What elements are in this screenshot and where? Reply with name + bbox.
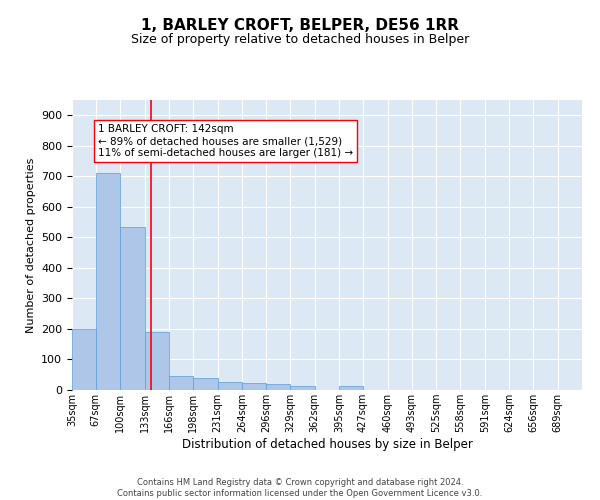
Bar xyxy=(339,386,363,390)
Bar xyxy=(193,378,218,390)
Text: 1 BARLEY CROFT: 142sqm
← 89% of detached houses are smaller (1,529)
11% of semi-: 1 BARLEY CROFT: 142sqm ← 89% of detached… xyxy=(98,124,353,158)
Text: Contains HM Land Registry data © Crown copyright and database right 2024.
Contai: Contains HM Land Registry data © Crown c… xyxy=(118,478,482,498)
Y-axis label: Number of detached properties: Number of detached properties xyxy=(26,158,35,332)
Bar xyxy=(266,384,290,390)
Bar xyxy=(218,382,242,390)
Bar xyxy=(72,329,96,390)
X-axis label: Distribution of detached houses by size in Belper: Distribution of detached houses by size … xyxy=(182,438,472,451)
Bar xyxy=(290,386,315,390)
Bar xyxy=(242,383,266,390)
Bar xyxy=(169,376,193,390)
Bar xyxy=(96,174,120,390)
Text: Size of property relative to detached houses in Belper: Size of property relative to detached ho… xyxy=(131,32,469,46)
Text: 1, BARLEY CROFT, BELPER, DE56 1RR: 1, BARLEY CROFT, BELPER, DE56 1RR xyxy=(141,18,459,32)
Bar xyxy=(145,332,169,390)
Bar xyxy=(120,226,145,390)
